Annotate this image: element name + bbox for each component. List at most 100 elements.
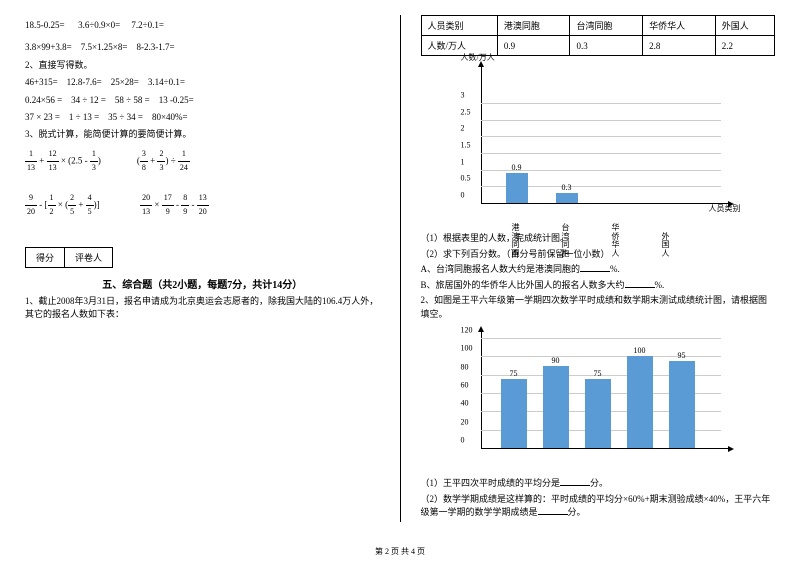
expr: 13 -0.25= — [159, 95, 194, 105]
score-label: 得分 — [26, 248, 65, 267]
bar — [543, 366, 569, 449]
y-axis — [481, 64, 482, 204]
bar-value: 100 — [634, 346, 646, 355]
gridline — [481, 136, 721, 137]
sub-question: B、旅居国外的华侨华人比外国人的报名人数多大约%. — [421, 279, 776, 293]
sub-question: A、台湾同胞报名人数大约是港澳同胞的%. — [421, 263, 776, 277]
expr: 7.5×1.25×8= — [81, 42, 128, 52]
table-cell: 0.3 — [570, 36, 643, 56]
x-axis — [481, 203, 731, 204]
right-column: 人员类别港澳同胞台湾同胞华侨华人外国人 人数/万人0.90.32.82.2 人数… — [421, 15, 776, 522]
grader-label: 评卷人 — [65, 248, 112, 267]
arith-row: 37 × 23 = 1 ÷ 13 = 35 ÷ 34 = 80×40%= — [25, 110, 380, 124]
expr: 46+315= — [25, 77, 58, 87]
gridline — [481, 338, 721, 339]
table-header: 华侨华人 — [643, 16, 716, 36]
data-table: 人员类别港澳同胞台湾同胞华侨华人外国人 人数/万人0.90.32.82.2 — [421, 15, 776, 56]
bar — [506, 173, 528, 203]
bar-value: 75 — [594, 369, 602, 378]
q3-title: 3、脱式计算，能简便计算的要简便计算。 — [25, 127, 380, 141]
table-header: 港澳同胞 — [497, 16, 570, 36]
q2-title: 2、直接写得数。 — [25, 58, 380, 72]
category-label: 外国人 — [662, 233, 674, 259]
category-label: 台湾同胞 — [562, 224, 574, 259]
column-divider — [400, 15, 401, 522]
arrow-up-icon — [478, 326, 484, 332]
table-header: 台湾同胞 — [570, 16, 643, 36]
ytick: 100 — [461, 344, 473, 353]
table-cell: 0.9 — [497, 36, 570, 56]
arith-row: 3.8×99+3.8= 7.5×1.25×8= 8-2.3-1.7= — [25, 40, 380, 54]
sub-question: （1）根据表里的人数，完成统计图。 — [421, 232, 776, 246]
ytick: 1 — [461, 157, 465, 166]
ytick: 80 — [461, 362, 469, 371]
ytick: 3 — [461, 91, 465, 100]
expr: 37 × 23 = — [25, 112, 60, 122]
expr: 3.8×99+3.8= — [25, 42, 72, 52]
sub-question: （1）王平四次平时成绩的平均分是分。 — [421, 477, 776, 491]
ytick: 20 — [461, 417, 469, 426]
gridline — [481, 153, 721, 154]
expr: 7.2÷0.1= — [131, 20, 164, 30]
ytick: 0 — [461, 436, 465, 445]
category-label: 港澳同胞 — [512, 224, 524, 259]
ytick: 1.5 — [461, 141, 471, 150]
section5-q1: 1、截止2008年3月31日，报名申请成为北京奥运会志愿者的，除我国大陆的106… — [25, 295, 380, 322]
frac-expr: 113 + 1213 × (2.5 - 13) (38 + 23) ÷ 124 — [25, 148, 380, 175]
arrow-up-icon — [478, 61, 484, 67]
ytick: 120 — [461, 326, 473, 335]
chart2-bar: 0 20 40 60 80 100 120 75 90 75 100 95 — [451, 329, 731, 469]
frac-expr: 920 - [12 × (25 + 45)] 2013 × 179 - 89 -… — [25, 192, 380, 219]
q2-text: 2、如图是王平六年级第一学期四次数学平时成绩和数学期末测试成绩统计图，请根据图填… — [421, 294, 776, 321]
arith-row: 46+315= 12.8-7.6= 25×28= 3.14÷0.1= — [25, 75, 380, 89]
expr: 80×40%= — [152, 112, 188, 122]
score-box: 得分 评卷人 — [25, 247, 113, 268]
arith-row: 0.24×56 = 34 ÷ 12 = 58 ÷ 58 = 13 -0.25= — [25, 93, 380, 107]
arith-row: 18.5-0.25= 3.6÷0.9×0= 7.2÷0.1= — [25, 18, 380, 32]
gridline — [481, 120, 721, 121]
bar — [669, 361, 695, 448]
bar-value: 0.3 — [562, 183, 572, 192]
sub-question: （2）数学学期成绩是这样算的：平时成绩的平均分×60%+期末测验成绩×40%，王… — [421, 493, 776, 520]
left-column: 18.5-0.25= 3.6÷0.9×0= 7.2÷0.1= 3.8×99+3.… — [25, 15, 380, 522]
expr: 25×28= — [111, 77, 139, 87]
expr: 1 ÷ 13 = — [69, 112, 99, 122]
bar — [585, 379, 611, 448]
chart1-bar: 人数/万人 人员类别 00.511.522.530.9港澳同胞0.3台湾同胞华侨… — [451, 64, 731, 224]
bar — [501, 379, 527, 448]
ytick: 40 — [461, 399, 469, 408]
table-cell: 2.2 — [715, 36, 774, 56]
ytick: 60 — [461, 381, 469, 390]
bar-value: 95 — [678, 351, 686, 360]
expr: 34 ÷ 12 = — [71, 95, 106, 105]
page-footer: 第 2 页 共 4 页 — [0, 546, 800, 557]
expr: 58 ÷ 58 = — [115, 95, 150, 105]
x-axis — [481, 448, 731, 449]
expr: 12.8-7.6= — [67, 77, 102, 87]
bar-value: 0.9 — [512, 163, 522, 172]
expr: 18.5-0.25= — [25, 20, 65, 30]
y-axis — [481, 329, 482, 449]
expr: 3.14÷0.1= — [148, 77, 185, 87]
bar — [556, 193, 578, 203]
ytick: 2 — [461, 124, 465, 133]
category-label: 华侨华人 — [612, 224, 624, 259]
ytick: 0.5 — [461, 174, 471, 183]
bar — [627, 356, 653, 448]
bar-value: 75 — [510, 369, 518, 378]
sub-question: （2）求下列百分数。（百分号前保留一位小数） — [421, 248, 776, 262]
expr: 8-2.3-1.7= — [136, 42, 174, 52]
table-header: 外国人 — [715, 16, 774, 36]
bar-value: 90 — [552, 356, 560, 365]
chart1-xlabel: 人员类别 — [709, 203, 741, 214]
ytick: 2.5 — [461, 107, 471, 116]
section5-title: 五、综合题（共2小题，每题7分，共计14分） — [25, 276, 380, 291]
expr: 35 ÷ 34 = — [108, 112, 143, 122]
expr: 3.6÷0.9×0= — [78, 20, 120, 30]
expr: 0.24×56 = — [25, 95, 62, 105]
arrow-right-icon — [728, 446, 734, 452]
table-header: 人员类别 — [421, 16, 497, 36]
ytick: 0 — [461, 191, 465, 200]
gridline — [481, 103, 721, 104]
table-cell: 2.8 — [643, 36, 716, 56]
